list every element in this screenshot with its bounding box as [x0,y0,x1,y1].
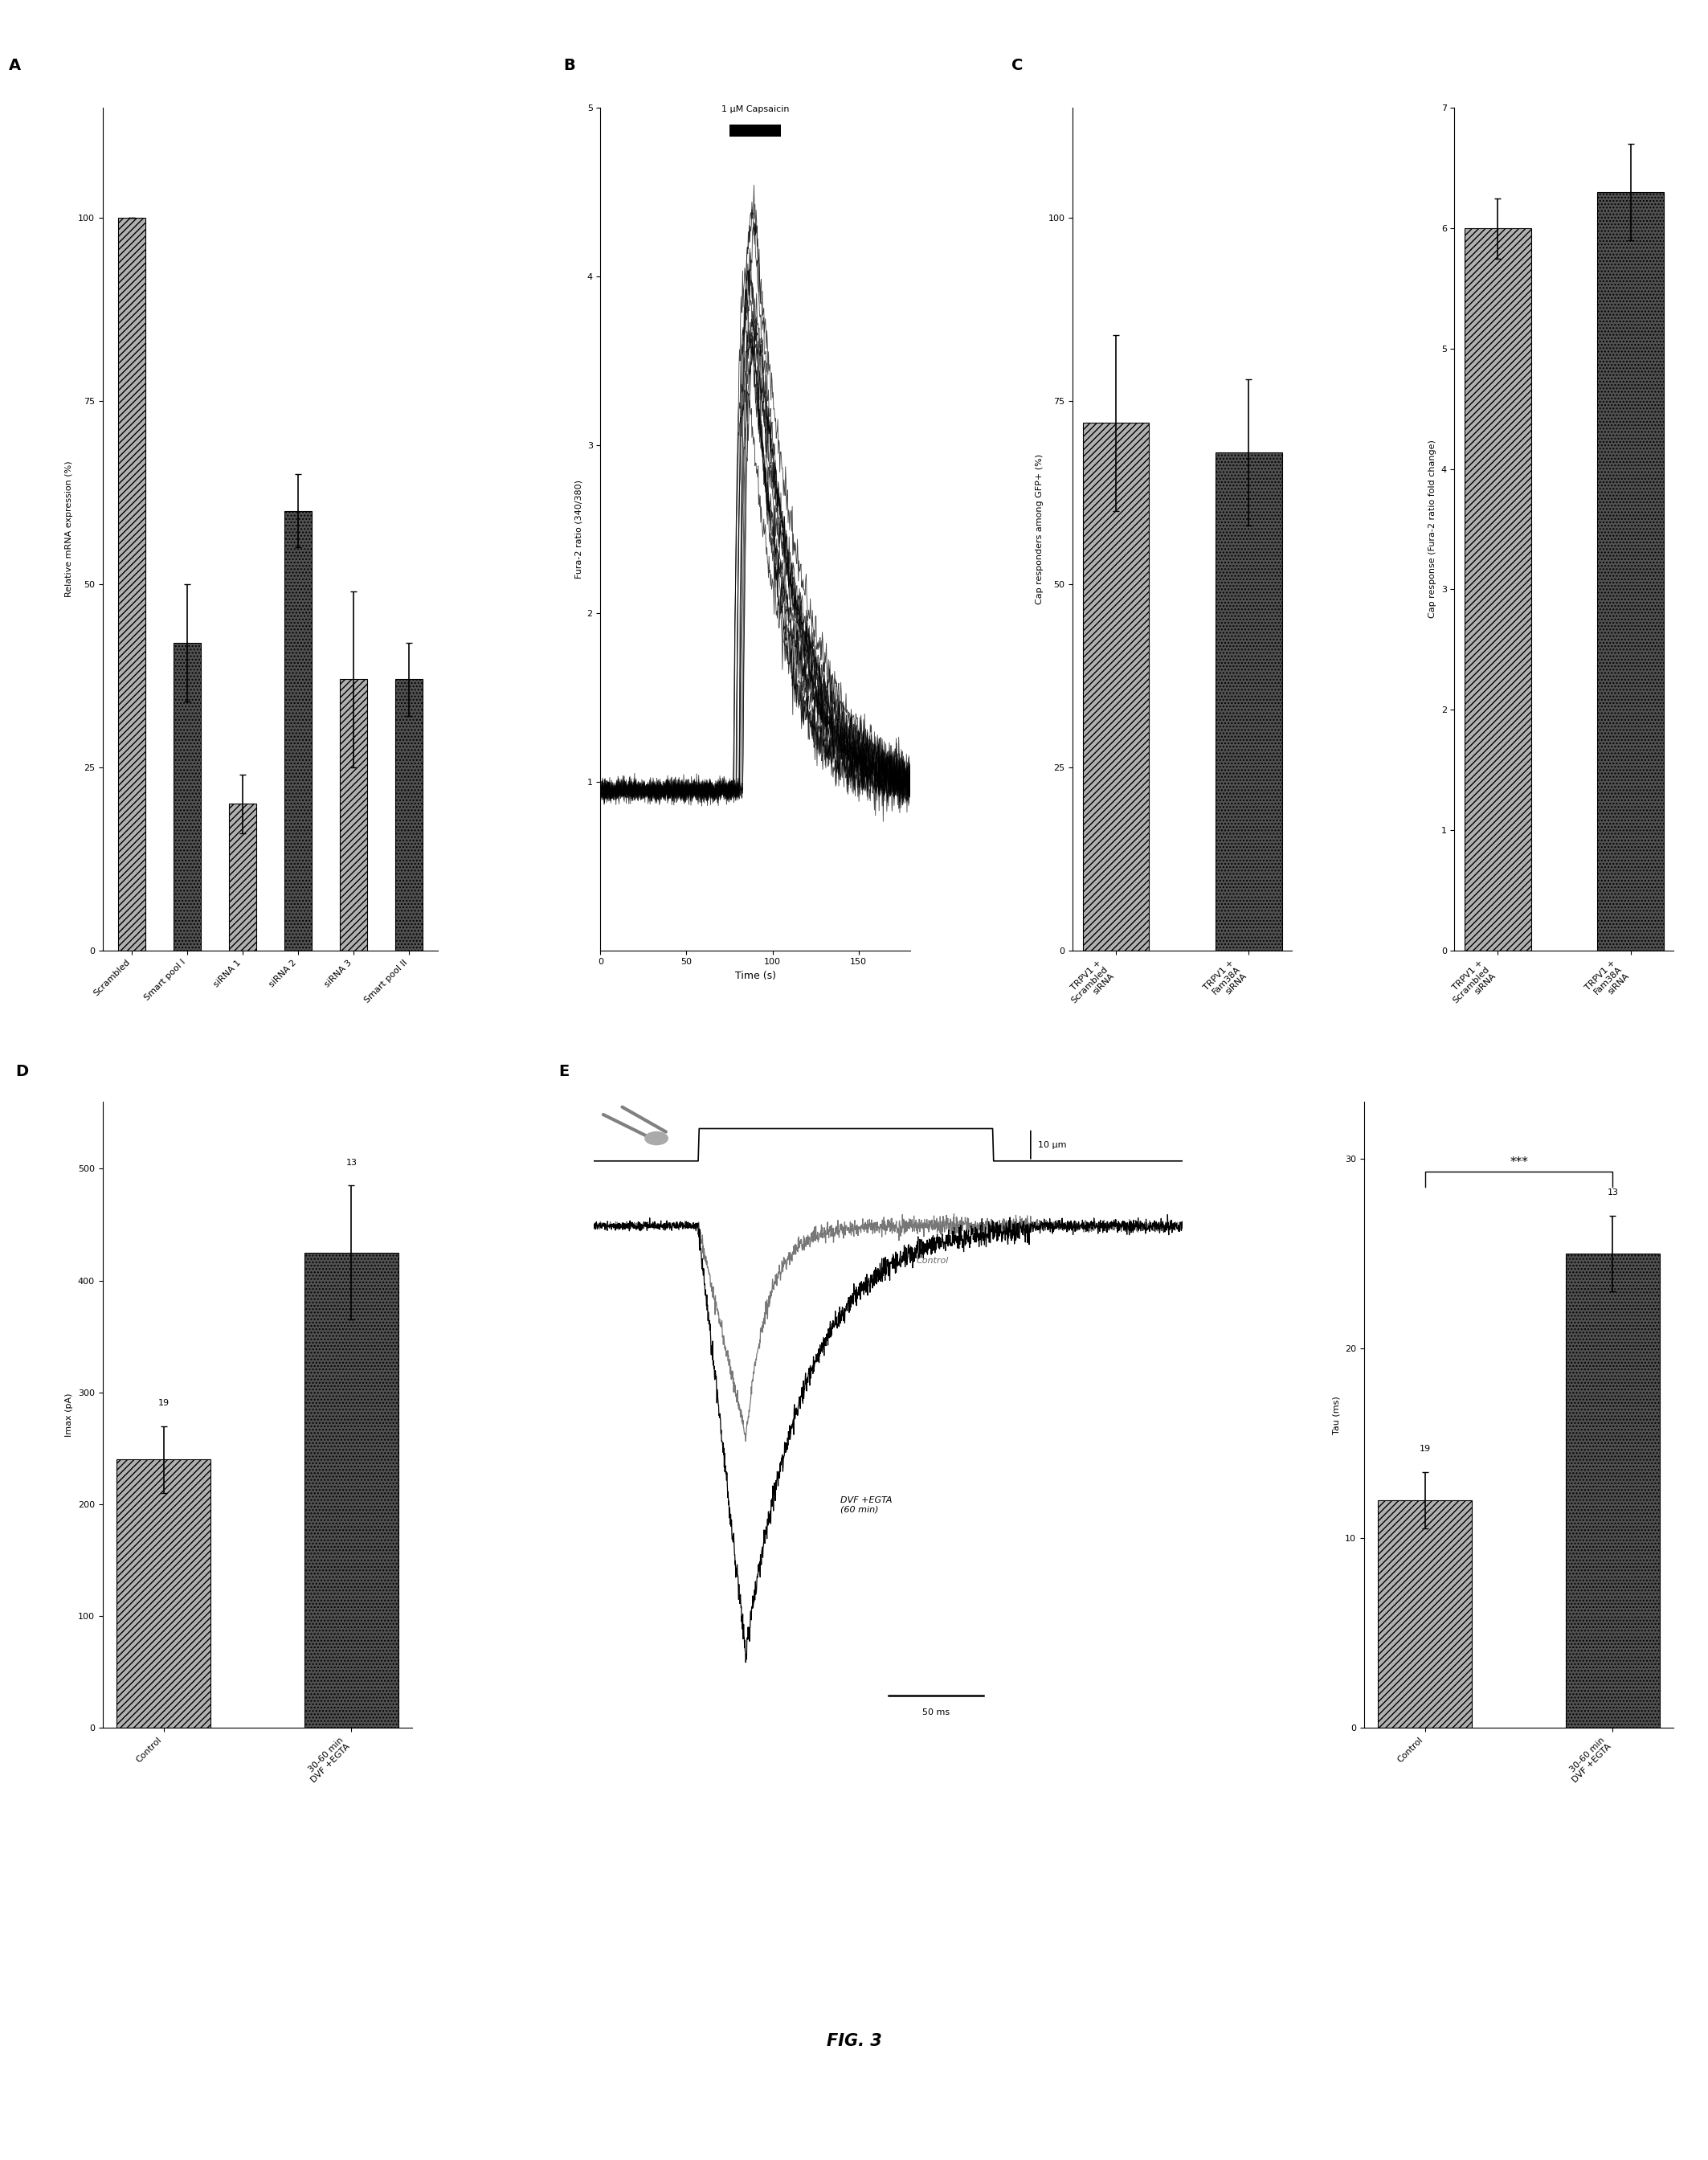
Text: C: C [1011,58,1023,73]
Text: B: B [564,58,576,73]
Y-axis label: Imax (pA): Imax (pA) [65,1393,73,1436]
Text: 50 ms: 50 ms [922,1709,950,1717]
Text: ***: *** [1510,1156,1529,1169]
Text: 19: 19 [1419,1445,1431,1454]
FancyBboxPatch shape [729,125,781,136]
Text: 1 μM Capsaicin: 1 μM Capsaicin [721,106,789,112]
Text: E: E [559,1065,569,1080]
Bar [1566,1253,1660,1728]
Bar [118,218,145,950]
Y-axis label: Tau (ms): Tau (ms) [1332,1395,1341,1434]
Bar [1083,423,1149,950]
Y-axis label: Relative mRNA expression (%): Relative mRNA expression (%) [65,460,73,598]
Y-axis label: Fura-2 ratio (340/380): Fura-2 ratio (340/380) [574,480,582,579]
Text: 13: 13 [1607,1188,1619,1197]
Text: FIG. 3: FIG. 3 [827,2033,881,2050]
Text: 13: 13 [345,1158,357,1166]
Bar [284,512,313,950]
Text: Control: Control [917,1257,950,1266]
Y-axis label: Cap response (Fura-2 ratio fold change): Cap response (Fura-2 ratio fold change) [1428,441,1436,618]
Bar [395,680,422,950]
Bar [116,1460,210,1728]
Text: A: A [9,58,20,73]
Text: 19: 19 [157,1400,169,1406]
Bar [1464,229,1530,950]
Bar [1378,1501,1472,1728]
Text: 10 μm: 10 μm [1038,1140,1068,1149]
Bar [304,1253,398,1728]
Bar [340,680,367,950]
Bar [173,644,202,950]
Y-axis label: Cap responders among GFP+ (%): Cap responders among GFP+ (%) [1035,454,1044,605]
Bar [1597,192,1664,950]
X-axis label: Time (s): Time (s) [734,970,775,981]
Bar [229,804,256,950]
Bar [1216,451,1283,950]
Text: DVF +EGTA
(60 min): DVF +EGTA (60 min) [840,1497,893,1514]
Circle shape [646,1132,668,1145]
Text: D: D [15,1065,29,1080]
